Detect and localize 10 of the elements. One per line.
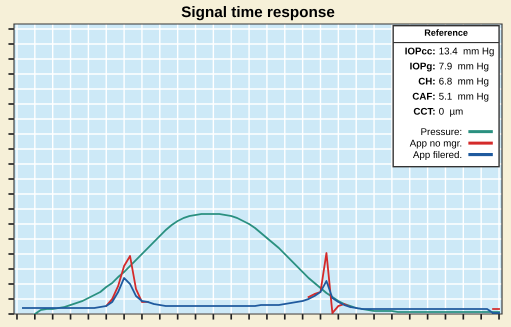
chart-title: Signal time response xyxy=(182,6,334,20)
text: CAF: 5.1 mm Hg xyxy=(412,92,488,102)
text: IOPcc: 13.4 mm Hg xyxy=(405,48,494,56)
legend-title: Reference xyxy=(424,29,468,36)
text: IOPg: 7.9 mm Hg xyxy=(410,62,488,72)
legend-label: App filered. xyxy=(412,150,462,160)
text: CCT: 0 µm xyxy=(414,108,463,117)
legend-label: Pressure: xyxy=(421,128,462,136)
text: CH: 6.8 mm Hg xyxy=(418,78,488,87)
legend-label: App no mgr. xyxy=(410,140,462,149)
